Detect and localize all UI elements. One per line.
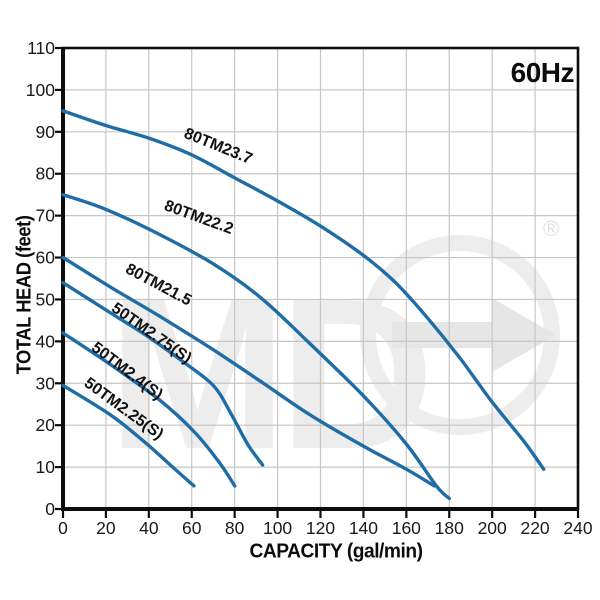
x-tick-label: 40 [139,518,159,538]
y-tick-label: 20 [36,415,56,435]
x-tick-label: 180 [435,518,464,538]
x-tick-label: 200 [478,518,507,538]
x-tick-label: 0 [58,518,68,538]
frequency-badge: 60Hz [510,57,575,88]
gridlines [63,48,578,509]
watermark-logo: MD® [108,216,560,494]
y-tick-label: 40 [36,331,56,351]
x-tick-label: 100 [263,518,292,538]
pump-curves [61,109,546,501]
watermark-registered-mark: ® [543,216,559,241]
y-tick-label: 50 [36,289,56,309]
x-tick-label: 120 [306,518,335,538]
tick-labels: 0 20 40 60 80 100 120 140 160 180 200 220 240 0 10 20 30… [26,38,593,538]
x-tick-label: 20 [96,518,116,538]
y-tick-label: 100 [26,80,55,100]
y-tick-label: 30 [36,373,56,393]
curve-80TM22.2 [61,193,451,501]
y-tick-label: 0 [45,499,55,519]
tick-marks [55,46,580,518]
y-tick-label: 70 [36,206,56,226]
x-tick-label: 240 [563,518,592,538]
x-tick-label: 160 [392,518,421,538]
y-tick-label: 80 [36,164,56,184]
x-tick-label: 140 [349,518,378,538]
x-axis-title: CAPACITY (gal/min) [249,540,423,563]
y-axis-title: TOTAL HEAD (feet) [13,215,36,375]
curve-50TM2.75(S) [61,281,265,467]
curve-80TM23.7 [61,109,546,471]
y-tick-label: 60 [36,248,56,268]
curve-50TM2.25(S) [61,383,196,488]
curve-80TM21.5 [61,255,436,488]
x-tick-label: 60 [182,518,202,538]
watermark-arrow-head [492,298,556,372]
y-tick-label: 110 [27,38,55,58]
x-tick-label: 220 [520,518,549,538]
y-tick-label: 10 [36,457,56,477]
curve-50TM2.4(S) [61,331,237,488]
x-tick-label: 80 [225,518,245,538]
curve-label-80TM22.2: 80TM22.2 [162,197,236,238]
y-tick-label: 90 [36,122,56,142]
